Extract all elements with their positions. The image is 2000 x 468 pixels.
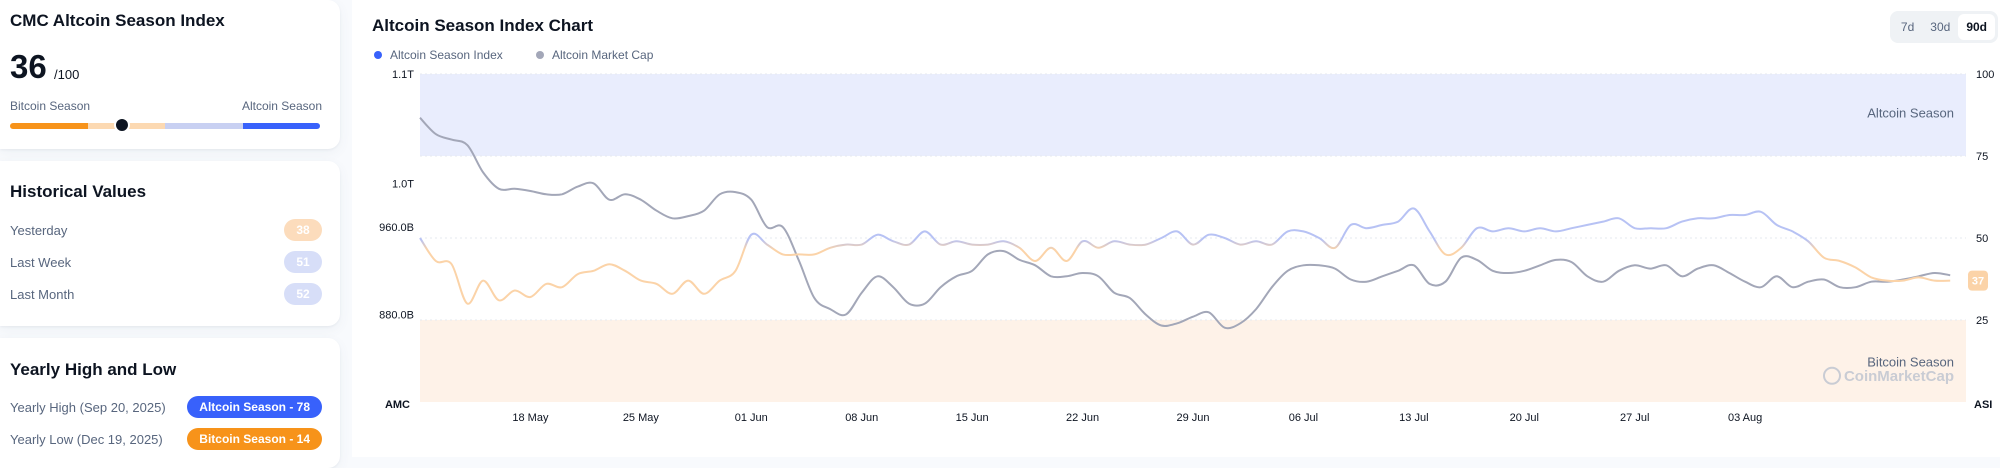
yearly-low-label: Yearly Low bbox=[10, 432, 74, 447]
yearly-high-badge: Altcoin Season - 78 bbox=[187, 396, 322, 418]
bitcoin-season-band-label: Bitcoin Season bbox=[1867, 355, 1954, 370]
hist-row-label: Last Week bbox=[10, 255, 72, 270]
legend-item-index[interactable]: Altcoin Season Index bbox=[374, 48, 503, 62]
current-value-label: 37 bbox=[1972, 276, 1984, 288]
left-axis-tick: 1.1T bbox=[392, 69, 414, 81]
gauge-segment-altcoin-light bbox=[165, 123, 243, 129]
right-axis-tick: 50 bbox=[1976, 233, 1988, 245]
index-card-title: CMC Altcoin Season Index bbox=[10, 11, 225, 30]
historical-title: Historical Values bbox=[10, 182, 147, 201]
yearly-high-label: Yearly High bbox=[10, 400, 77, 415]
x-axis-tick: 15 Jun bbox=[956, 412, 989, 424]
x-axis-tick: 20 Jul bbox=[1510, 412, 1539, 424]
gauge-segment-bitcoin bbox=[10, 123, 88, 129]
yearly-high-low-card: Yearly High and Low Yearly High (Sep 20,… bbox=[0, 338, 340, 468]
yearly-high-row: Yearly High (Sep 20, 2025) bbox=[10, 400, 166, 415]
altcoin-index-card: CMC Altcoin Season Index 36 /100 Bitcoin… bbox=[0, 0, 340, 149]
x-axis-tick: 06 Jul bbox=[1289, 412, 1318, 424]
right-axis-label: ASI bbox=[1974, 399, 1992, 411]
x-axis-tick: 08 Jun bbox=[845, 412, 878, 424]
x-axis-tick: 22 Jun bbox=[1066, 412, 1099, 424]
hist-row-label: Last Month bbox=[10, 287, 75, 302]
legend-item-market-cap[interactable]: Altcoin Market Cap bbox=[536, 48, 653, 62]
season-gauge bbox=[10, 117, 320, 133]
index-value: 36 bbox=[10, 48, 47, 85]
right-axis-tick: 25 bbox=[1976, 315, 1988, 327]
gauge-segment-altcoin bbox=[242, 123, 320, 129]
altcoin-season-band-label: Altcoin Season bbox=[1867, 105, 1954, 120]
altcoin-season-band bbox=[420, 74, 1966, 156]
range-90d-button[interactable]: 90d bbox=[1958, 14, 1995, 40]
yearly-title: Yearly High and Low bbox=[10, 360, 177, 379]
historical-values-card: Historical Values Yesterday 38 Last Week… bbox=[0, 161, 340, 326]
coinmarketcap-logo-icon bbox=[1823, 366, 1841, 385]
hist-value-badge: 52 bbox=[284, 283, 322, 305]
x-axis-tick: 13 Jul bbox=[1399, 412, 1428, 424]
right-axis-tick: 75 bbox=[1976, 151, 1988, 163]
hist-value-badge: 38 bbox=[284, 219, 322, 241]
left-axis-tick: 1.0T bbox=[392, 178, 414, 190]
current-value-badge bbox=[1968, 270, 1988, 291]
altcoin-season-chart: Altcoin Season Bitcoin SeasonCoinMarketCa… bbox=[379, 69, 1994, 424]
legend-label: Altcoin Season Index bbox=[390, 48, 503, 62]
chart-panel: Altcoin Season Bitcoin Season CoinMarketCa… bbox=[352, 0, 2000, 457]
bitcoin-season-label: Bitcoin Season bbox=[10, 99, 91, 113]
range-30d-button[interactable]: 30d bbox=[1930, 20, 1951, 34]
index-max: /100 bbox=[54, 67, 80, 82]
altcoin-season-label: Altcoin Season bbox=[241, 99, 322, 113]
time-range-selector: 7d 30d 90d bbox=[1889, 11, 1998, 43]
left-axis-tick: 880.0B bbox=[379, 310, 414, 322]
legend-dot-icon bbox=[374, 51, 382, 59]
hist-value-badge: 51 bbox=[284, 251, 322, 273]
yearly-low-date: (Dec 19, 2025) bbox=[76, 432, 163, 447]
legend-dot-icon bbox=[536, 51, 544, 59]
left-axis-label: AMC bbox=[385, 399, 410, 411]
yearly-high-date: (Sep 20, 2025) bbox=[79, 400, 166, 415]
right-axis-tick: 100 bbox=[1976, 69, 1994, 81]
yearly-low-badge: Bitcoin Season - 14 bbox=[187, 428, 322, 450]
x-axis-tick: 03 Aug bbox=[1728, 412, 1762, 424]
range-7d-button[interactable]: 7d bbox=[1900, 20, 1915, 34]
x-axis-tick: 27 Jul bbox=[1620, 412, 1649, 424]
yearly-low-row: Yearly Low (Dec 19, 2025) bbox=[10, 432, 163, 447]
x-axis-tick: 29 Jun bbox=[1176, 412, 1209, 424]
left-axis-tick: 960.0B bbox=[379, 222, 414, 234]
gauge-indicator bbox=[113, 117, 130, 133]
chart-title: Altcoin Season Index Chart bbox=[372, 16, 594, 35]
hist-row-label: Yesterday bbox=[10, 223, 68, 238]
legend-label: Altcoin Market Cap bbox=[552, 48, 654, 62]
watermark: CoinMarketCap bbox=[1844, 368, 1954, 385]
altcoin-market-cap-line bbox=[419, 117, 1951, 330]
x-axis-tick: 01 Jun bbox=[735, 412, 768, 424]
x-axis-tick: 18 May bbox=[512, 412, 549, 424]
bitcoin-season-band bbox=[420, 320, 1966, 402]
x-axis-tick: 25 May bbox=[623, 412, 660, 424]
altcoin-season-index-line bbox=[419, 207, 1951, 305]
